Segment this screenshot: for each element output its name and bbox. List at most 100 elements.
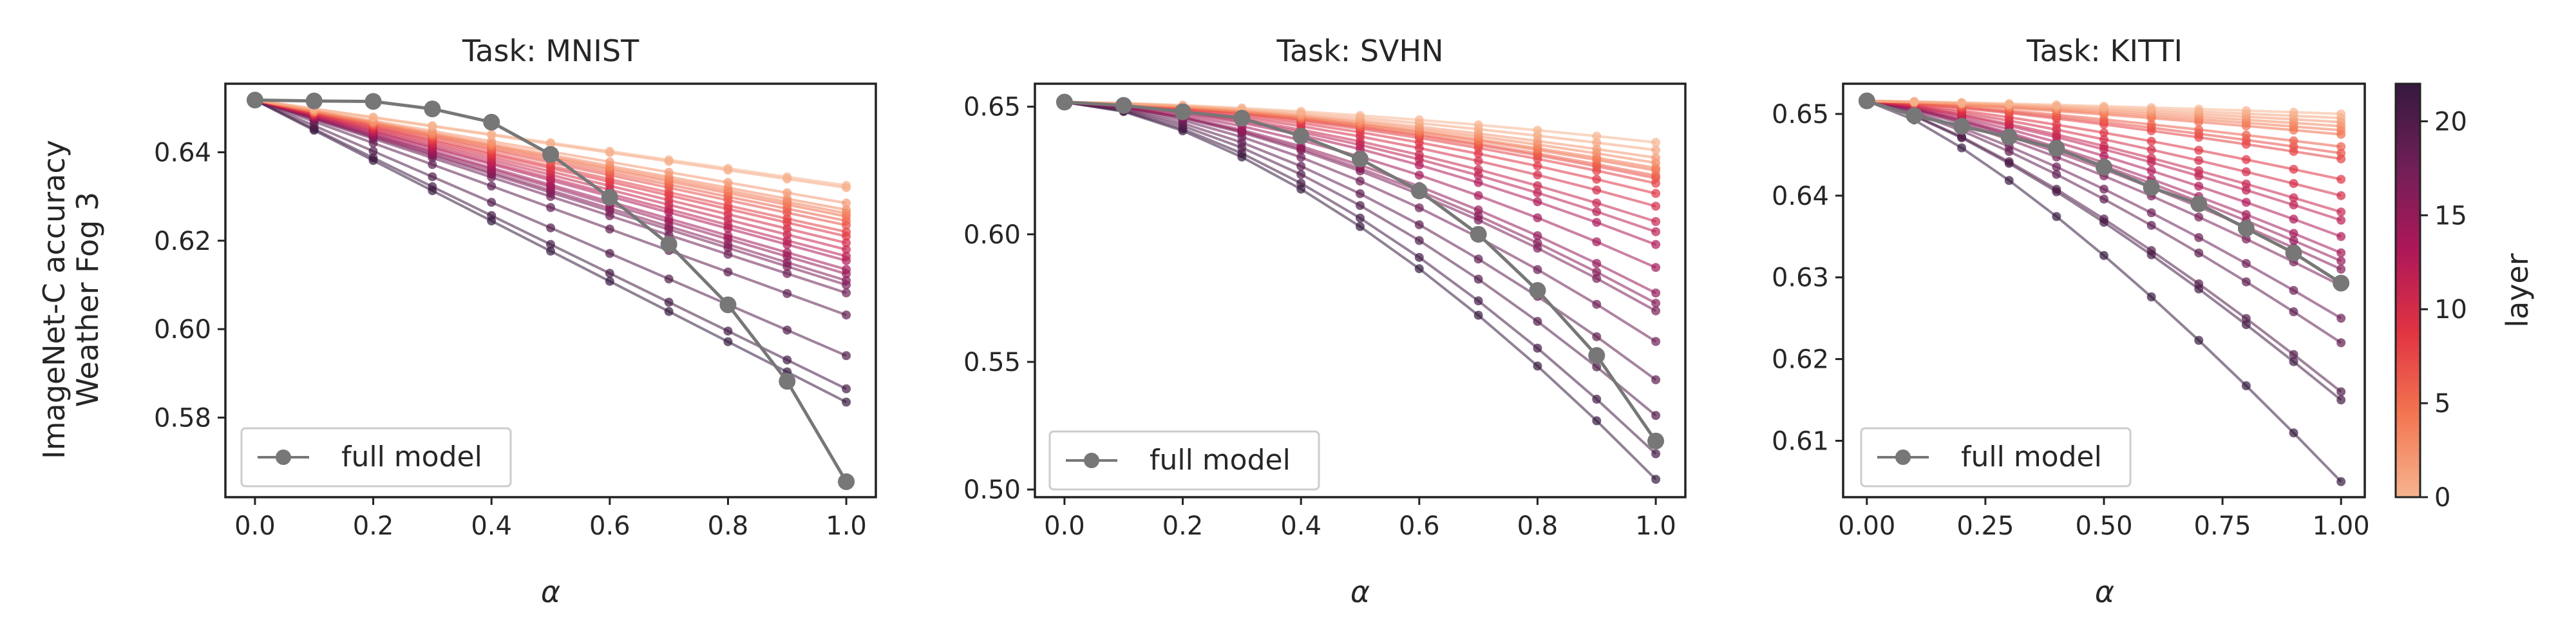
layer-point [1651, 288, 1661, 298]
layer-point [2241, 381, 2251, 391]
axes-frame [1034, 82, 1687, 498]
layer-point [1356, 111, 1365, 120]
layer-point [1957, 143, 1967, 153]
layer-point [1651, 411, 1661, 421]
full-model-point [1858, 92, 1875, 109]
layer-point [1296, 169, 1306, 179]
panel-mnist: Task: MNIST α 0.0 0.2 0.4 0.6 0.8 1.0 0.58 0.60… [154, 33, 877, 609]
layer-point [1473, 165, 1483, 175]
layer-point [664, 307, 674, 316]
y-tick-label: 0.60 [154, 315, 211, 345]
x-tick-label: 0.25 [1956, 511, 2014, 541]
x-tick-label: 0.6 [1399, 511, 1440, 541]
y-tick-label: 0.63 [1772, 263, 1829, 293]
layer-point [1592, 218, 1602, 227]
x-axis-label: α [1350, 574, 1370, 609]
layer-point [1909, 97, 1919, 106]
layer-point [1592, 185, 1602, 195]
colorbar-ticks: 0 5 10 15 20 [2420, 107, 2467, 513]
layer-point [2289, 200, 2298, 210]
layer-point [2146, 292, 2156, 301]
layer-point [1533, 197, 1542, 207]
layer-point [2241, 130, 2251, 140]
colorbar-label: layer [2500, 253, 2535, 327]
layer-point [2194, 279, 2204, 289]
layer-point [2004, 157, 2014, 167]
layer-point [2241, 106, 2251, 115]
layer-point [1533, 238, 1542, 248]
layer-point [2241, 210, 2251, 220]
full-model-point [1588, 347, 1605, 365]
x-tick-label: 0.8 [708, 511, 749, 541]
layer-point [723, 337, 733, 346]
legend-box [240, 427, 512, 488]
layer-point [1473, 156, 1483, 166]
layer-point [368, 153, 378, 163]
colorbar-gradient [2396, 84, 2420, 497]
layer-point [1651, 337, 1661, 346]
layer-point [1533, 265, 1542, 274]
layer-point [1414, 220, 1424, 229]
layer-point [2336, 109, 2346, 118]
legend-label: full model [1150, 444, 1291, 477]
legend-marker [1084, 453, 1099, 468]
layer-point [428, 182, 437, 191]
layer-point [2336, 148, 2346, 158]
layer-point [1356, 189, 1365, 198]
layer-point [1356, 222, 1365, 231]
colorbar-tick-label: 5 [2434, 389, 2450, 419]
layer-point [487, 129, 497, 139]
layer-point [1533, 213, 1542, 223]
layer-point [1414, 203, 1424, 213]
layer-point [487, 211, 497, 220]
legend-label: full model [1961, 440, 2102, 473]
full-model-point [2000, 128, 2018, 146]
y-tick-label: 0.61 [1772, 426, 1829, 456]
plot-area: 0.00 0.25 0.50 0.75 1.00 0.61 0.62 0.63 0.64 0.65 [1772, 82, 2370, 541]
layer-point [2052, 169, 2061, 179]
layer-point [2336, 395, 2346, 405]
x-tick-label: 0.4 [1280, 511, 1321, 541]
full-model-point [1174, 103, 1191, 120]
layer-point [1651, 298, 1661, 308]
layer-point [2194, 232, 2204, 242]
layer-point [782, 355, 792, 365]
layer-point [2241, 234, 2251, 244]
layer-point [1592, 274, 1602, 283]
layer-point [842, 276, 851, 285]
layer-point [605, 276, 614, 286]
layer-point [2052, 212, 2061, 222]
layer-point [1651, 138, 1661, 147]
panel-title: Task: MNIST [462, 33, 639, 68]
layer-point [2146, 166, 2156, 176]
ylabel-line1: ImageNet-C accuracy [37, 140, 71, 459]
layer-point [2336, 256, 2346, 266]
layer-point [723, 267, 733, 277]
y-tick-label: 0.65 [963, 93, 1021, 122]
y-tick-label: 0.64 [1772, 182, 1829, 211]
layer-point [842, 351, 851, 361]
layer-point [2336, 387, 2346, 397]
layer-point [842, 238, 851, 248]
layer-point [2336, 314, 2346, 323]
full-model-point [305, 92, 323, 109]
layer-point [1592, 175, 1602, 184]
layer-point [723, 327, 733, 336]
full-model-point [1410, 182, 1428, 200]
y-tick-label: 0.50 [963, 475, 1021, 505]
ylabel-line2: Weather Fog 3 [70, 192, 105, 407]
layer-point [2336, 232, 2346, 242]
layer-point [2099, 128, 2108, 138]
full-model-point [1352, 150, 1368, 167]
layer-point [2004, 176, 2014, 185]
layer-point [368, 146, 378, 156]
layer-point [2146, 103, 2156, 113]
full-model-point [365, 93, 382, 110]
colorbar-tick-label: 10 [2434, 295, 2467, 325]
layer-point [842, 205, 851, 214]
layer-point [842, 251, 851, 261]
layer-point [1533, 181, 1542, 191]
full-model-series [1056, 93, 1665, 450]
layer-point [2146, 120, 2156, 129]
layer-point [2241, 259, 2251, 269]
